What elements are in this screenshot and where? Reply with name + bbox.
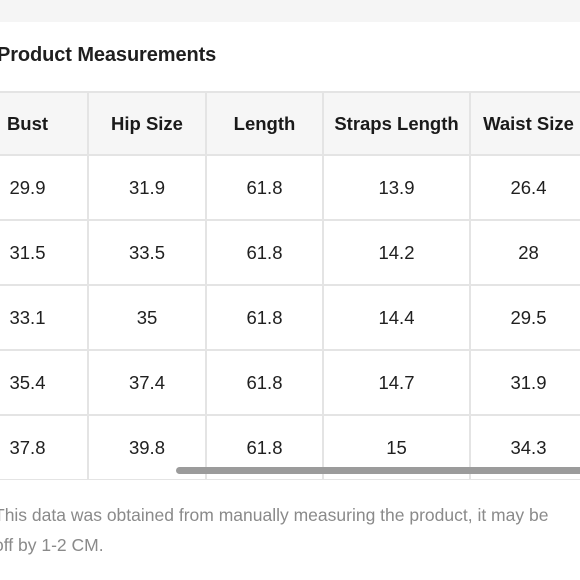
table-cell: 31.5: [0, 219, 89, 286]
table-cell: 61.8: [205, 219, 324, 286]
table-cell: 35.4: [0, 349, 89, 416]
table-cell: 33.5: [87, 219, 207, 286]
table-cell: 61.8: [205, 349, 324, 416]
top-divider-band: [0, 0, 580, 22]
table-row: 33.1 35 61.8 14.4 29.5: [0, 284, 580, 351]
table-cell: 61.8: [205, 284, 324, 351]
table-row: 35.4 37.4 61.8 14.7 31.9: [0, 349, 580, 416]
table-cell: 29.5: [469, 284, 580, 351]
table-cell: 39.8: [87, 414, 207, 480]
horizontal-scrollbar-thumb[interactable]: [176, 467, 580, 474]
column-header-hip-size: Hip Size: [87, 91, 207, 156]
table-cell: 29.9: [0, 154, 89, 221]
table-cell: 14.7: [322, 349, 471, 416]
column-header-bust: Bust: [0, 91, 89, 156]
measurement-disclaimer: This data was obtained from manually mea…: [0, 505, 549, 555]
table-cell: 14.4: [322, 284, 471, 351]
table-cell: 31.9: [469, 349, 580, 416]
table-cell: 31.9: [87, 154, 207, 221]
table-cell: 61.8: [205, 154, 324, 221]
table-cell: 14.2: [322, 219, 471, 286]
table-row: 29.9 31.9 61.8 13.9 26.4: [0, 154, 580, 221]
measurements-table: Bust Hip Size Length Straps Length Waist…: [0, 91, 580, 480]
table-cell: 28: [469, 219, 580, 286]
table-cell: 35: [87, 284, 207, 351]
table-cell: 37.4: [87, 349, 207, 416]
column-header-length: Length: [205, 91, 324, 156]
table-cell: 26.4: [469, 154, 580, 221]
measurements-table-scroll-area[interactable]: Bust Hip Size Length Straps Length Waist…: [0, 91, 580, 480]
column-header-straps-length: Straps Length: [322, 91, 471, 156]
section-title: Product Measurements: [0, 44, 217, 66]
table-header-row: Bust Hip Size Length Straps Length Waist…: [0, 91, 580, 156]
table-cell: 33.1: [0, 284, 89, 351]
table-row: 31.5 33.5 61.8 14.2 28: [0, 219, 580, 286]
table-cell: 13.9: [322, 154, 471, 221]
column-header-waist-size: Waist Size: [469, 91, 580, 156]
table-cell: 37.8: [0, 414, 89, 480]
